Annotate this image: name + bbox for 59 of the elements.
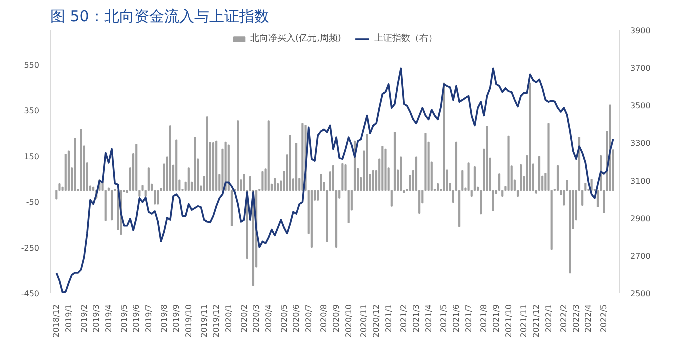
x-tick-label: 2019/11 <box>200 304 209 338</box>
x-tick-label: 2021/8 <box>480 304 489 333</box>
legend-label: 北向净买入(亿元,周频) <box>250 32 342 45</box>
x-tick-label: 2020/1 <box>224 304 234 333</box>
chart-title: 图 50：北向资金流入与上证指数 <box>50 8 270 26</box>
x-tick-label: 2019/1 <box>64 304 74 333</box>
x-tick-label: 2020/7 <box>304 304 314 333</box>
y2-tick-label: 2500 <box>630 290 651 298</box>
y2-tick-label: 3100 <box>630 176 651 186</box>
x-tick-label: 2021/10 <box>504 304 514 338</box>
x-tick-label: 2021/7 <box>464 304 474 333</box>
x-tick-label: 2020/2 <box>240 304 249 333</box>
y-tick-label: 350 <box>24 106 40 116</box>
legend-label: 上证指数（右） <box>374 32 438 45</box>
x-tick-label: 2021/2 <box>400 304 409 333</box>
x-tick-label: 2022/5 <box>600 304 609 333</box>
x-tick-label: 2022/3 <box>572 304 581 333</box>
y2-tick-label: 3300 <box>630 139 651 148</box>
x-tick-label: 2020/12 <box>372 304 382 338</box>
x-tick-label: 2020/3 <box>252 304 262 333</box>
x-tick-label: 2021/11 <box>520 304 529 338</box>
x-tick-label: 2019/7 <box>144 304 154 333</box>
y-tick-label: -450 <box>21 290 40 298</box>
x-tick-label: 2019/4 <box>104 304 114 333</box>
x-tick-label: 2020/5 <box>280 304 289 333</box>
x-tick-label: 2019/12 <box>212 304 222 338</box>
y-tick-label: 550 <box>24 60 40 70</box>
y-tick-label: -250 <box>21 244 40 253</box>
x-tick-label: 2019/9 <box>172 304 182 333</box>
x-tick-label: 2020/10 <box>344 304 354 338</box>
x-tick-label: 2021/9 <box>492 304 501 333</box>
x-tick-label: 2018/12 <box>52 304 62 338</box>
x-tick-label: 2020/9 <box>332 304 342 333</box>
x-tick-label: 2019/5 <box>120 304 129 333</box>
x-tick-label: 2022/4 <box>584 304 594 333</box>
x-tick-label: 2020/8 <box>320 304 329 333</box>
x-tick-label: 2020/11 <box>360 304 369 338</box>
x-tick-label: 2022/1 <box>544 304 554 333</box>
y2-tick-label: 3500 <box>630 102 651 111</box>
x-tick-label: 2019/2 <box>80 304 89 333</box>
y2-tick-label: 3700 <box>630 64 651 74</box>
x-tick-label: 2020/6 <box>292 304 302 333</box>
x-tick-label: 2019/10 <box>184 304 194 338</box>
x-tick-label: 2019/3 <box>92 304 102 333</box>
y-tick-label: 150 <box>24 152 40 162</box>
x-tick-label: 2022/2 <box>560 304 569 333</box>
y2-tick-label: 2700 <box>630 252 651 261</box>
x-tick-label: 2021/4 <box>424 304 434 333</box>
y2-tick-label: 3900 <box>630 26 651 36</box>
x-tick-label: 2019/6 <box>132 304 142 333</box>
x-tick-label: 2019/8 <box>160 304 169 333</box>
x-tick-label: 2021/3 <box>412 304 422 333</box>
y2-tick-label: 2900 <box>630 214 651 224</box>
x-tick-label: 2021/6 <box>452 304 461 333</box>
x-tick-label: 2021/1 <box>384 304 394 333</box>
y-tick-label: -50 <box>26 198 40 208</box>
x-tick-label: 2021/5 <box>440 304 449 333</box>
x-tick-label: 2021/12 <box>532 304 541 338</box>
x-tick-label: 2020/4 <box>264 304 274 333</box>
